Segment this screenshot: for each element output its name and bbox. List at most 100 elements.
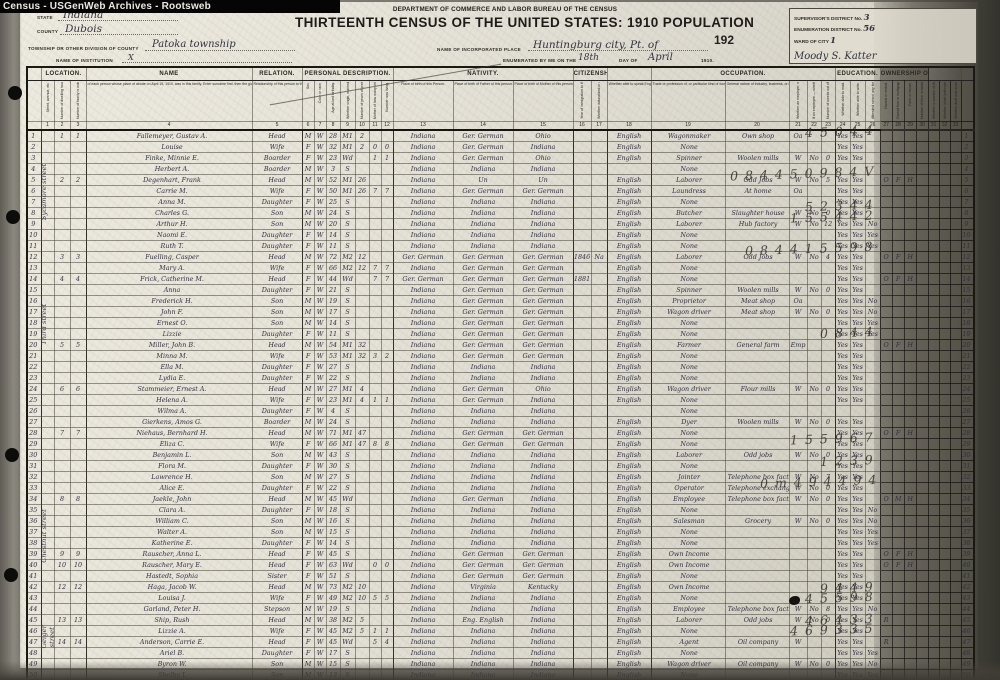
table-row: 43 Louisa J. Wife F W 49 M2 10 5 5 Indiana Indiana I… [26, 592, 975, 604]
cell-numr: 16 [960, 295, 975, 307]
cell-x2 [938, 581, 951, 593]
cell-name: Katherine E. [85, 537, 253, 549]
cell-name: Niehaus, Bernhard H. [85, 427, 253, 439]
department-line: DEPARTMENT OF COMMERCE AND LABOR BUREAU … [392, 6, 618, 13]
cell-imm [572, 306, 592, 318]
cell-x2 [938, 493, 951, 505]
cell-cb [368, 361, 382, 373]
cell-sex: F [301, 647, 315, 659]
column-number: 13 [392, 120, 454, 131]
street-label: Geiger street [40, 625, 56, 649]
cell-dw [53, 229, 71, 241]
cell-h2 [891, 449, 905, 461]
cell-numr: 18 [960, 317, 975, 329]
cell-x2 [938, 504, 951, 516]
cell-pf: Indiana [452, 449, 514, 461]
cell-sch: Yes [864, 526, 881, 538]
cell-x3 [949, 141, 962, 153]
cell-pf: Ger. German [452, 350, 514, 362]
cell-age: 25 [325, 196, 341, 208]
cell-sex: F [301, 284, 315, 296]
cell-numr: 4 [960, 163, 975, 175]
cell-race: W [313, 361, 327, 373]
cell-occ: Dyer [650, 416, 726, 428]
cell-occ: Own Income [650, 559, 726, 571]
cell-x3 [949, 416, 962, 428]
cell-num: 37 [26, 526, 42, 538]
cell-ind [724, 504, 790, 516]
cell-numr: 14 [960, 273, 975, 285]
cell-ow: No [806, 493, 822, 505]
cell-h1 [879, 438, 893, 450]
cell-wk: 0 [820, 284, 836, 296]
cell-nat [590, 218, 608, 230]
cell-x3 [949, 427, 962, 439]
cell-sch: No [864, 515, 881, 527]
cell-wr: Yes [849, 262, 866, 274]
cell-ow [806, 647, 822, 659]
cell-pf: Ger. German [452, 394, 514, 406]
cell-fam [69, 262, 87, 274]
cell-h1 [879, 383, 893, 395]
cell-sch: No [864, 306, 881, 318]
cell-num: 7 [26, 196, 42, 208]
cell-ow [806, 361, 822, 373]
cell-rel: Son [251, 218, 303, 230]
cell-race: W [313, 306, 327, 318]
cell-rd: Yes [834, 262, 851, 274]
cell-rel: Head [251, 251, 303, 263]
cell-dw [53, 350, 71, 362]
cell-occ: None [650, 570, 726, 582]
cell-imm [572, 196, 592, 208]
cell-mar: S [339, 196, 356, 208]
cell-num: 3 [26, 152, 42, 164]
cell-nat [590, 306, 608, 318]
enumerator-signature: Moody S. Katter [794, 50, 877, 62]
cell-wk: 0 [820, 493, 836, 505]
cell-nat [590, 515, 608, 527]
cell-cl [380, 449, 394, 461]
cell-rd: Yes [834, 548, 851, 560]
enumerated-day: 18th [578, 53, 599, 63]
cell-h3 [903, 207, 917, 219]
cell-name: Ship, Rush [85, 614, 253, 626]
cell-name: Rauscher, Anna L. [85, 548, 253, 560]
cell-yrs [354, 482, 370, 494]
cell-lang [606, 163, 652, 175]
cell-lang: English [606, 515, 652, 527]
cell-numr: 11 [960, 240, 975, 252]
cell-cls: W [788, 449, 808, 461]
cell-numr: 37 [960, 526, 975, 538]
cell-sex: M [301, 383, 315, 395]
cell-cls [788, 647, 808, 659]
cell-num: 10 [26, 229, 42, 241]
column-number: 30 [915, 120, 929, 131]
cell-rd: Yes [834, 526, 851, 538]
punch-hole [6, 210, 20, 224]
column-header-street: Street, avenue, etc. [40, 79, 55, 122]
cell-pm: Kentucky [512, 581, 574, 593]
cell-rd: Yes [834, 394, 851, 406]
cell-sex: M [301, 129, 315, 142]
cell-numr: 45 [960, 614, 975, 626]
cell-sex: F [301, 361, 315, 373]
cell-fam: 9 [69, 548, 87, 560]
cell-x1 [927, 251, 940, 263]
cell-cl [380, 306, 394, 318]
cell-fam: 13 [69, 614, 87, 626]
cell-nat [590, 559, 608, 571]
cell-nat [590, 163, 608, 175]
cell-sex: M [301, 493, 315, 505]
cell-x3 [949, 405, 962, 417]
cell-mar: S [339, 295, 356, 307]
cell-sch [864, 372, 881, 384]
cell-x2 [938, 196, 951, 208]
cell-imm [572, 207, 592, 219]
cell-nat [590, 482, 608, 494]
cell-lang: English [606, 361, 652, 373]
cell-h3 [903, 129, 917, 142]
cell-h2 [891, 471, 905, 483]
cell-h1 [879, 328, 893, 340]
cell-yrs [354, 504, 370, 516]
cell-fam [69, 526, 87, 538]
